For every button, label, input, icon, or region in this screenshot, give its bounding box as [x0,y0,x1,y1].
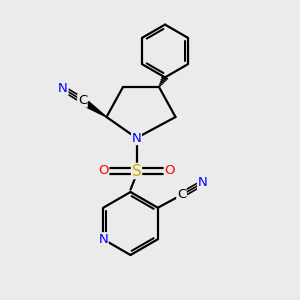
Text: N: N [198,176,207,190]
Text: C: C [78,94,87,107]
Text: N: N [132,131,141,145]
Polygon shape [85,102,106,117]
Text: O: O [164,164,175,178]
Text: S: S [132,164,141,178]
Text: N: N [98,233,108,246]
Text: C: C [177,188,186,202]
Text: N: N [58,82,68,95]
Text: O: O [98,164,109,178]
